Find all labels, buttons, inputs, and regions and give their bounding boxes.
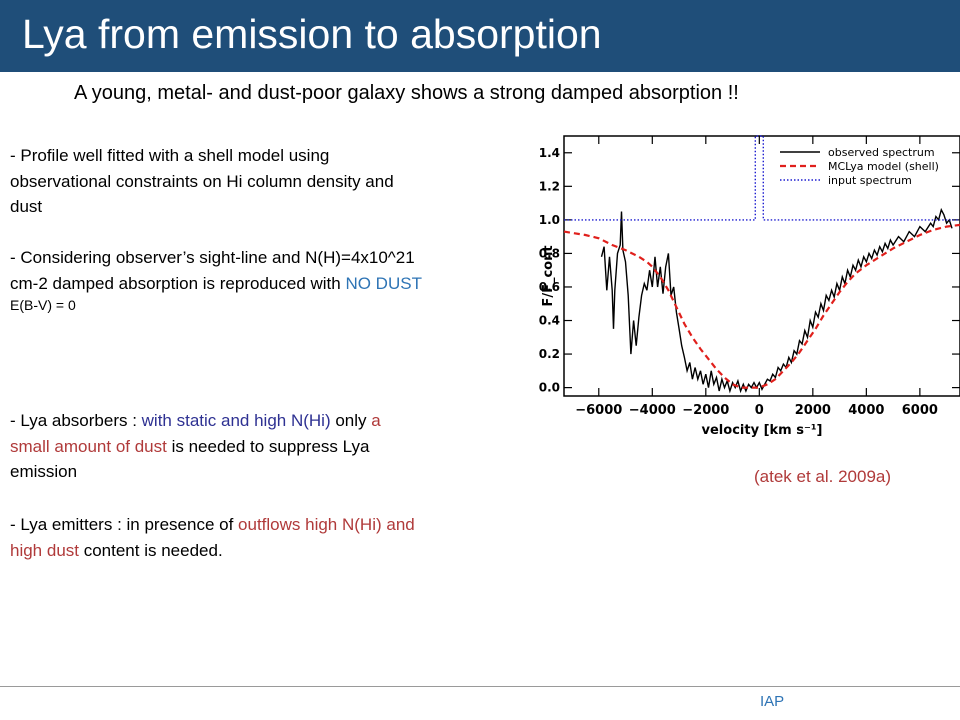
- y-tick-label: 0.2: [539, 347, 560, 361]
- paragraph-line: dust: [10, 197, 43, 216]
- y-tick-label: 1.2: [539, 179, 560, 193]
- paragraph-shell-model: - Profile well fitted with a shell model…: [10, 143, 520, 220]
- y-tick-label: 0.8: [539, 246, 560, 260]
- axis-ticks: −6000 −4000 −2000 0 2000 4000 6000 0.0 0.2 0.4 0.6…: [539, 136, 960, 418]
- series-line: [563, 223, 960, 389]
- highlight-a: a: [371, 411, 381, 430]
- y-tick-label: 0.6: [539, 280, 560, 294]
- paragraph-absorbers: - Lya absorbers : with static and high N…: [10, 408, 520, 485]
- text-run: content is needed.: [79, 540, 223, 560]
- paragraph-line: cm-2 damped absorption is reproduced wit…: [10, 271, 520, 297]
- paragraph-line: - Lya emitters : in presence of outflows…: [10, 512, 520, 538]
- x-tick-label: −4000: [629, 403, 676, 418]
- series-layer: [563, 135, 960, 394]
- x-tick-label: 0: [755, 403, 764, 418]
- y-tick-label: 0.0: [539, 381, 560, 395]
- paragraph-line: - Considering observer’s sight-line and …: [10, 248, 415, 267]
- text-run: - Lya absorbers :: [10, 411, 142, 430]
- x-axis-label: velocity [km s⁻¹]: [702, 423, 823, 438]
- text-run: only: [330, 411, 372, 430]
- highlight-small-dust: small amount of dust: [10, 436, 167, 456]
- paragraph-line: - Lya absorbers : with static and high N…: [10, 408, 520, 434]
- footer-divider: [0, 686, 960, 687]
- y-tick-label: 1.0: [539, 213, 560, 227]
- paragraph-sightline: - Considering observer’s sight-line and …: [10, 245, 520, 314]
- chart-canvas: −6000 −4000 −2000 0 2000 4000 6000 0.0 0.2 0.4 0.6…: [539, 135, 960, 438]
- legend-label: observed spectrum: [828, 146, 935, 159]
- title-bar: Lya from emission to absorption: [0, 0, 960, 72]
- y-tick-label: 0.4: [539, 314, 560, 328]
- paragraph-line: - Profile well fitted with a shell model…: [10, 146, 330, 165]
- slide-subtitle: A young, metal- and dust-poor galaxy sho…: [74, 82, 739, 104]
- paragraph-line: high dust content is needed.: [10, 538, 520, 564]
- legend-label: input spectrum: [828, 174, 912, 187]
- highlight-static-high-nhi: with static and high N(Hi): [141, 411, 331, 430]
- paragraph-line: small amount of dust is needed to suppre…: [10, 434, 520, 460]
- series-line: [564, 135, 960, 221]
- spectrum-chart: −6000 −4000 −2000 0 2000 4000 6000 0.0 0.2 0.4 0.6…: [526, 126, 960, 444]
- x-tick-label: 2000: [795, 403, 831, 418]
- paragraph-line: emission: [10, 462, 78, 481]
- x-tick-label: 4000: [848, 403, 884, 418]
- citation: (atek et al. 2009a): [754, 467, 892, 486]
- legend-label: MCLya model (shell): [828, 160, 939, 173]
- ebv-note: E(B-V) = 0: [10, 297, 76, 313]
- highlight-outflows: outflows high N(Hi) and: [238, 515, 415, 534]
- text-run: is needed to suppress Lya: [166, 436, 370, 456]
- text-run: - Lya emitters : in presence of: [10, 515, 239, 534]
- y-axis-label: F/F_cont: [541, 245, 556, 306]
- paragraph-line: observational constraints on Hi column d…: [10, 171, 394, 191]
- x-tick-label: −2000: [682, 403, 729, 418]
- slide-title: Lya from emission to absorption: [22, 11, 602, 57]
- plot-frame: [563, 135, 960, 397]
- x-tick-label: 6000: [902, 403, 938, 418]
- highlight-no-dust: NO DUST: [345, 273, 422, 293]
- text-run: cm-2 damped absorption is reproduced wit…: [10, 273, 346, 293]
- y-tick-label: 1.4: [539, 146, 560, 160]
- x-tick-label: −6000: [575, 403, 622, 418]
- paragraph-emitters: - Lya emitters : in presence of outflows…: [10, 512, 520, 563]
- footer-label: IAP: [760, 693, 785, 710]
- highlight-high-dust: high dust: [10, 540, 79, 560]
